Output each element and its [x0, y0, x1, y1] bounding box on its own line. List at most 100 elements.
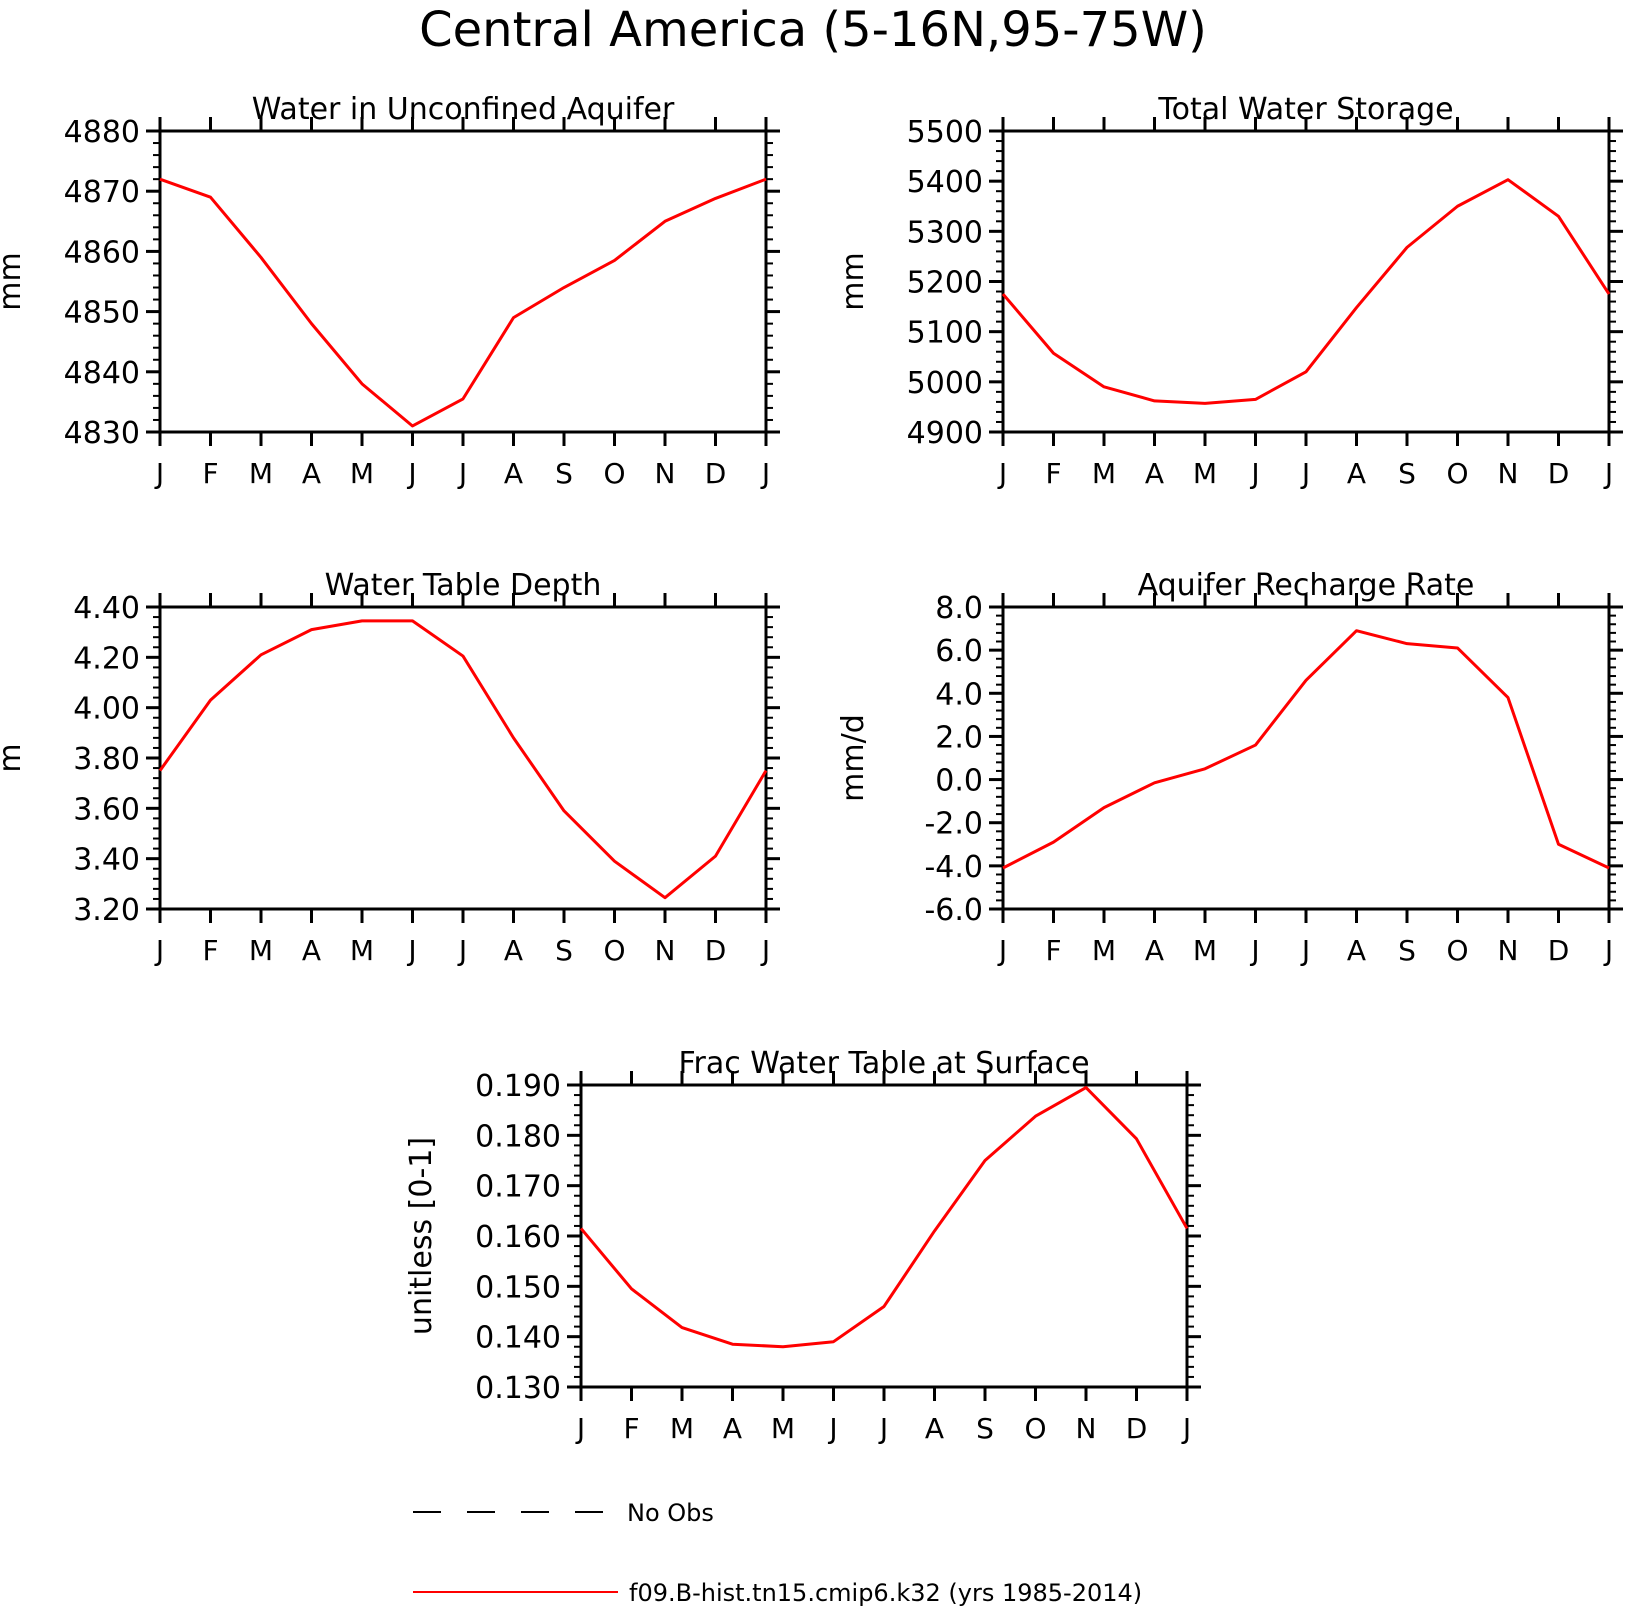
x-tick-label: M	[249, 934, 273, 967]
series-line	[159, 177, 767, 428]
x-tick-label: N	[655, 457, 676, 490]
x-tick-label: N	[1076, 1412, 1097, 1445]
x-tick-label: N	[1498, 457, 1519, 490]
y-tick-label: 3.60	[73, 792, 140, 827]
y-tick-label: 4860	[64, 235, 140, 270]
figure-title: Central America (5-16N,95-75W)	[419, 2, 1207, 58]
x-tick-label: N	[655, 934, 676, 967]
series-line	[1001, 178, 1611, 405]
x-tick-label: J	[154, 457, 164, 490]
series-line	[1002, 629, 1610, 870]
x-tick-label: J	[760, 457, 770, 490]
x-tick-label: F	[623, 1412, 639, 1445]
x-tick-label: J	[1603, 457, 1613, 490]
x-tick-label: A	[925, 1412, 944, 1445]
y-axis-label: mm/d	[836, 714, 871, 802]
x-tick-label: F	[1045, 934, 1061, 967]
x-tick-label: J	[1249, 934, 1259, 967]
y-tick-label: -4.0	[924, 850, 983, 885]
y-tick-label: -2.0	[924, 807, 983, 842]
x-tick-label: M	[249, 457, 273, 490]
y-axis-label: mm	[0, 252, 28, 310]
y-tick-label: 3.20	[73, 893, 140, 928]
x-tick-label: F	[202, 934, 218, 967]
y-tick-label: 3.80	[73, 742, 140, 777]
y-tick-label: 5300	[907, 215, 983, 250]
y-tick-label: 4880	[64, 115, 140, 150]
x-tick-label: M	[771, 1412, 795, 1445]
x-tick-label: M	[670, 1412, 694, 1445]
y-tick-label: 4.20	[73, 641, 140, 676]
x-tick-label: S	[1398, 934, 1416, 967]
y-tick-label: 0.0	[935, 764, 983, 799]
plot-frame	[1001, 129, 1611, 434]
x-tick-label: S	[555, 934, 573, 967]
plot-frame	[158, 129, 768, 434]
x-tick-label: A	[302, 934, 321, 967]
y-tick-label: 4900	[907, 416, 983, 451]
x-tick-label: M	[1092, 457, 1116, 490]
x-tick-label: O	[603, 457, 625, 490]
x-tick-label: J	[1300, 934, 1310, 967]
y-tick-label: 5100	[907, 316, 983, 351]
x-tick-label: D	[705, 934, 727, 967]
y-axis-label: unitless [0-1]	[404, 1137, 439, 1335]
x-tick-label: J	[575, 1412, 585, 1445]
x-tick-label: M	[1092, 934, 1116, 967]
x-tick-label: J	[827, 1412, 837, 1445]
x-tick-label: J	[406, 934, 416, 967]
x-tick-label: J	[1181, 1412, 1191, 1445]
y-tick-label: 0.160	[475, 1220, 561, 1255]
x-tick-label: A	[1145, 934, 1164, 967]
y-tick-label: 5000	[907, 366, 983, 401]
x-tick-label: A	[1145, 457, 1164, 490]
y-tick-label: -6.0	[924, 893, 983, 928]
y-tick-label: 2.0	[935, 720, 983, 755]
x-tick-label: M	[1193, 457, 1217, 490]
x-tick-label: N	[1498, 934, 1519, 967]
x-tick-label: M	[1193, 934, 1217, 967]
x-tick-label: S	[555, 457, 573, 490]
x-tick-label: A	[1347, 934, 1366, 967]
y-tick-label: 4870	[64, 175, 140, 210]
y-tick-label: 4840	[64, 356, 140, 391]
y-tick-label: 0.130	[475, 1371, 561, 1406]
y-tick-label: 4.0	[935, 677, 983, 712]
series-line	[158, 619, 768, 900]
x-tick-label: D	[1548, 457, 1570, 490]
y-axis-label: mm	[836, 252, 871, 310]
y-tick-label: 0.170	[475, 1170, 561, 1205]
x-tick-label: S	[976, 1412, 994, 1445]
x-tick-label: A	[1347, 457, 1366, 490]
y-tick-label: 0.140	[475, 1321, 561, 1356]
x-tick-label: J	[997, 934, 1007, 967]
y-tick-label: 4850	[64, 296, 140, 331]
y-axis-label: m	[0, 743, 28, 772]
x-tick-label: J	[457, 457, 467, 490]
x-tick-label: O	[1446, 457, 1468, 490]
y-tick-label: 5400	[907, 165, 983, 200]
legend-obs-label: No Obs	[627, 1499, 714, 1527]
x-tick-label: M	[350, 457, 374, 490]
y-tick-label: 0.180	[475, 1119, 561, 1154]
x-tick-label: J	[154, 934, 164, 967]
y-tick-label: 0.190	[475, 1069, 561, 1104]
series-line	[579, 1086, 1189, 1349]
x-tick-label: J	[1603, 934, 1613, 967]
y-tick-label: 4830	[64, 416, 140, 451]
x-tick-label: J	[878, 1412, 888, 1445]
x-tick-label: F	[202, 457, 218, 490]
y-tick-label: 4.00	[73, 692, 140, 727]
plot-frame	[158, 605, 768, 911]
x-tick-label: O	[603, 934, 625, 967]
x-tick-label: O	[1024, 1412, 1046, 1445]
legend: No Obs f09.B-hist.tn15.cmip6.k32 (yrs 19…	[413, 1499, 1142, 1607]
x-tick-label: J	[1249, 457, 1259, 490]
x-tick-label: D	[1548, 934, 1570, 967]
